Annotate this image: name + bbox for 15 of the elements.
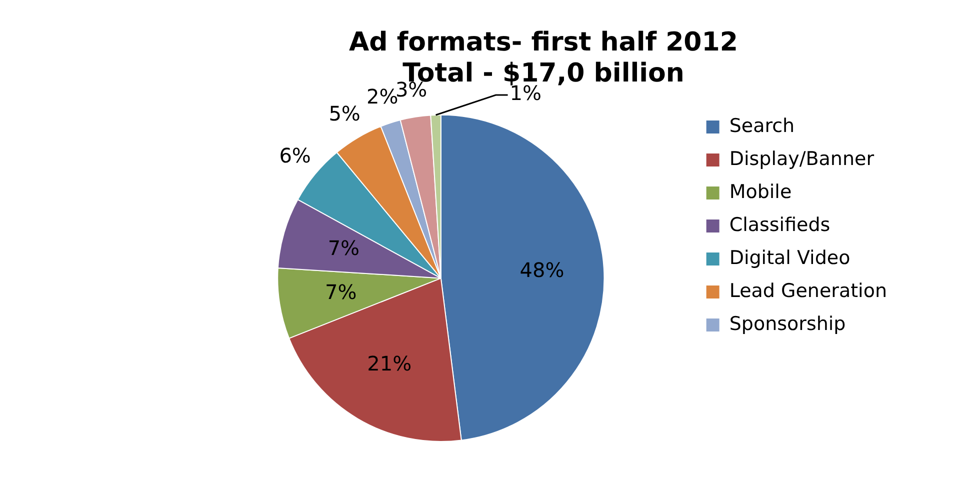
data-label: 21% <box>367 352 412 376</box>
legend-label: Classifieds <box>729 214 830 236</box>
data-label: 6% <box>279 144 311 168</box>
data-label: 48% <box>520 258 564 282</box>
legend-label: Sponsorship <box>729 312 846 335</box>
data-label: 7% <box>325 280 357 304</box>
text: Ad formats- first half 2012 <box>349 27 738 58</box>
legend-label: Digital Video <box>729 246 850 269</box>
legend-label: Search <box>729 114 795 137</box>
data-label: 7% <box>328 236 360 260</box>
legend-label: Display/Banner <box>729 148 874 170</box>
legend-label: Lead Generation <box>729 280 888 302</box>
data-label: 2% <box>366 84 398 108</box>
legend-label: Mobile <box>729 180 792 203</box>
data-label: 5% <box>328 101 360 126</box>
